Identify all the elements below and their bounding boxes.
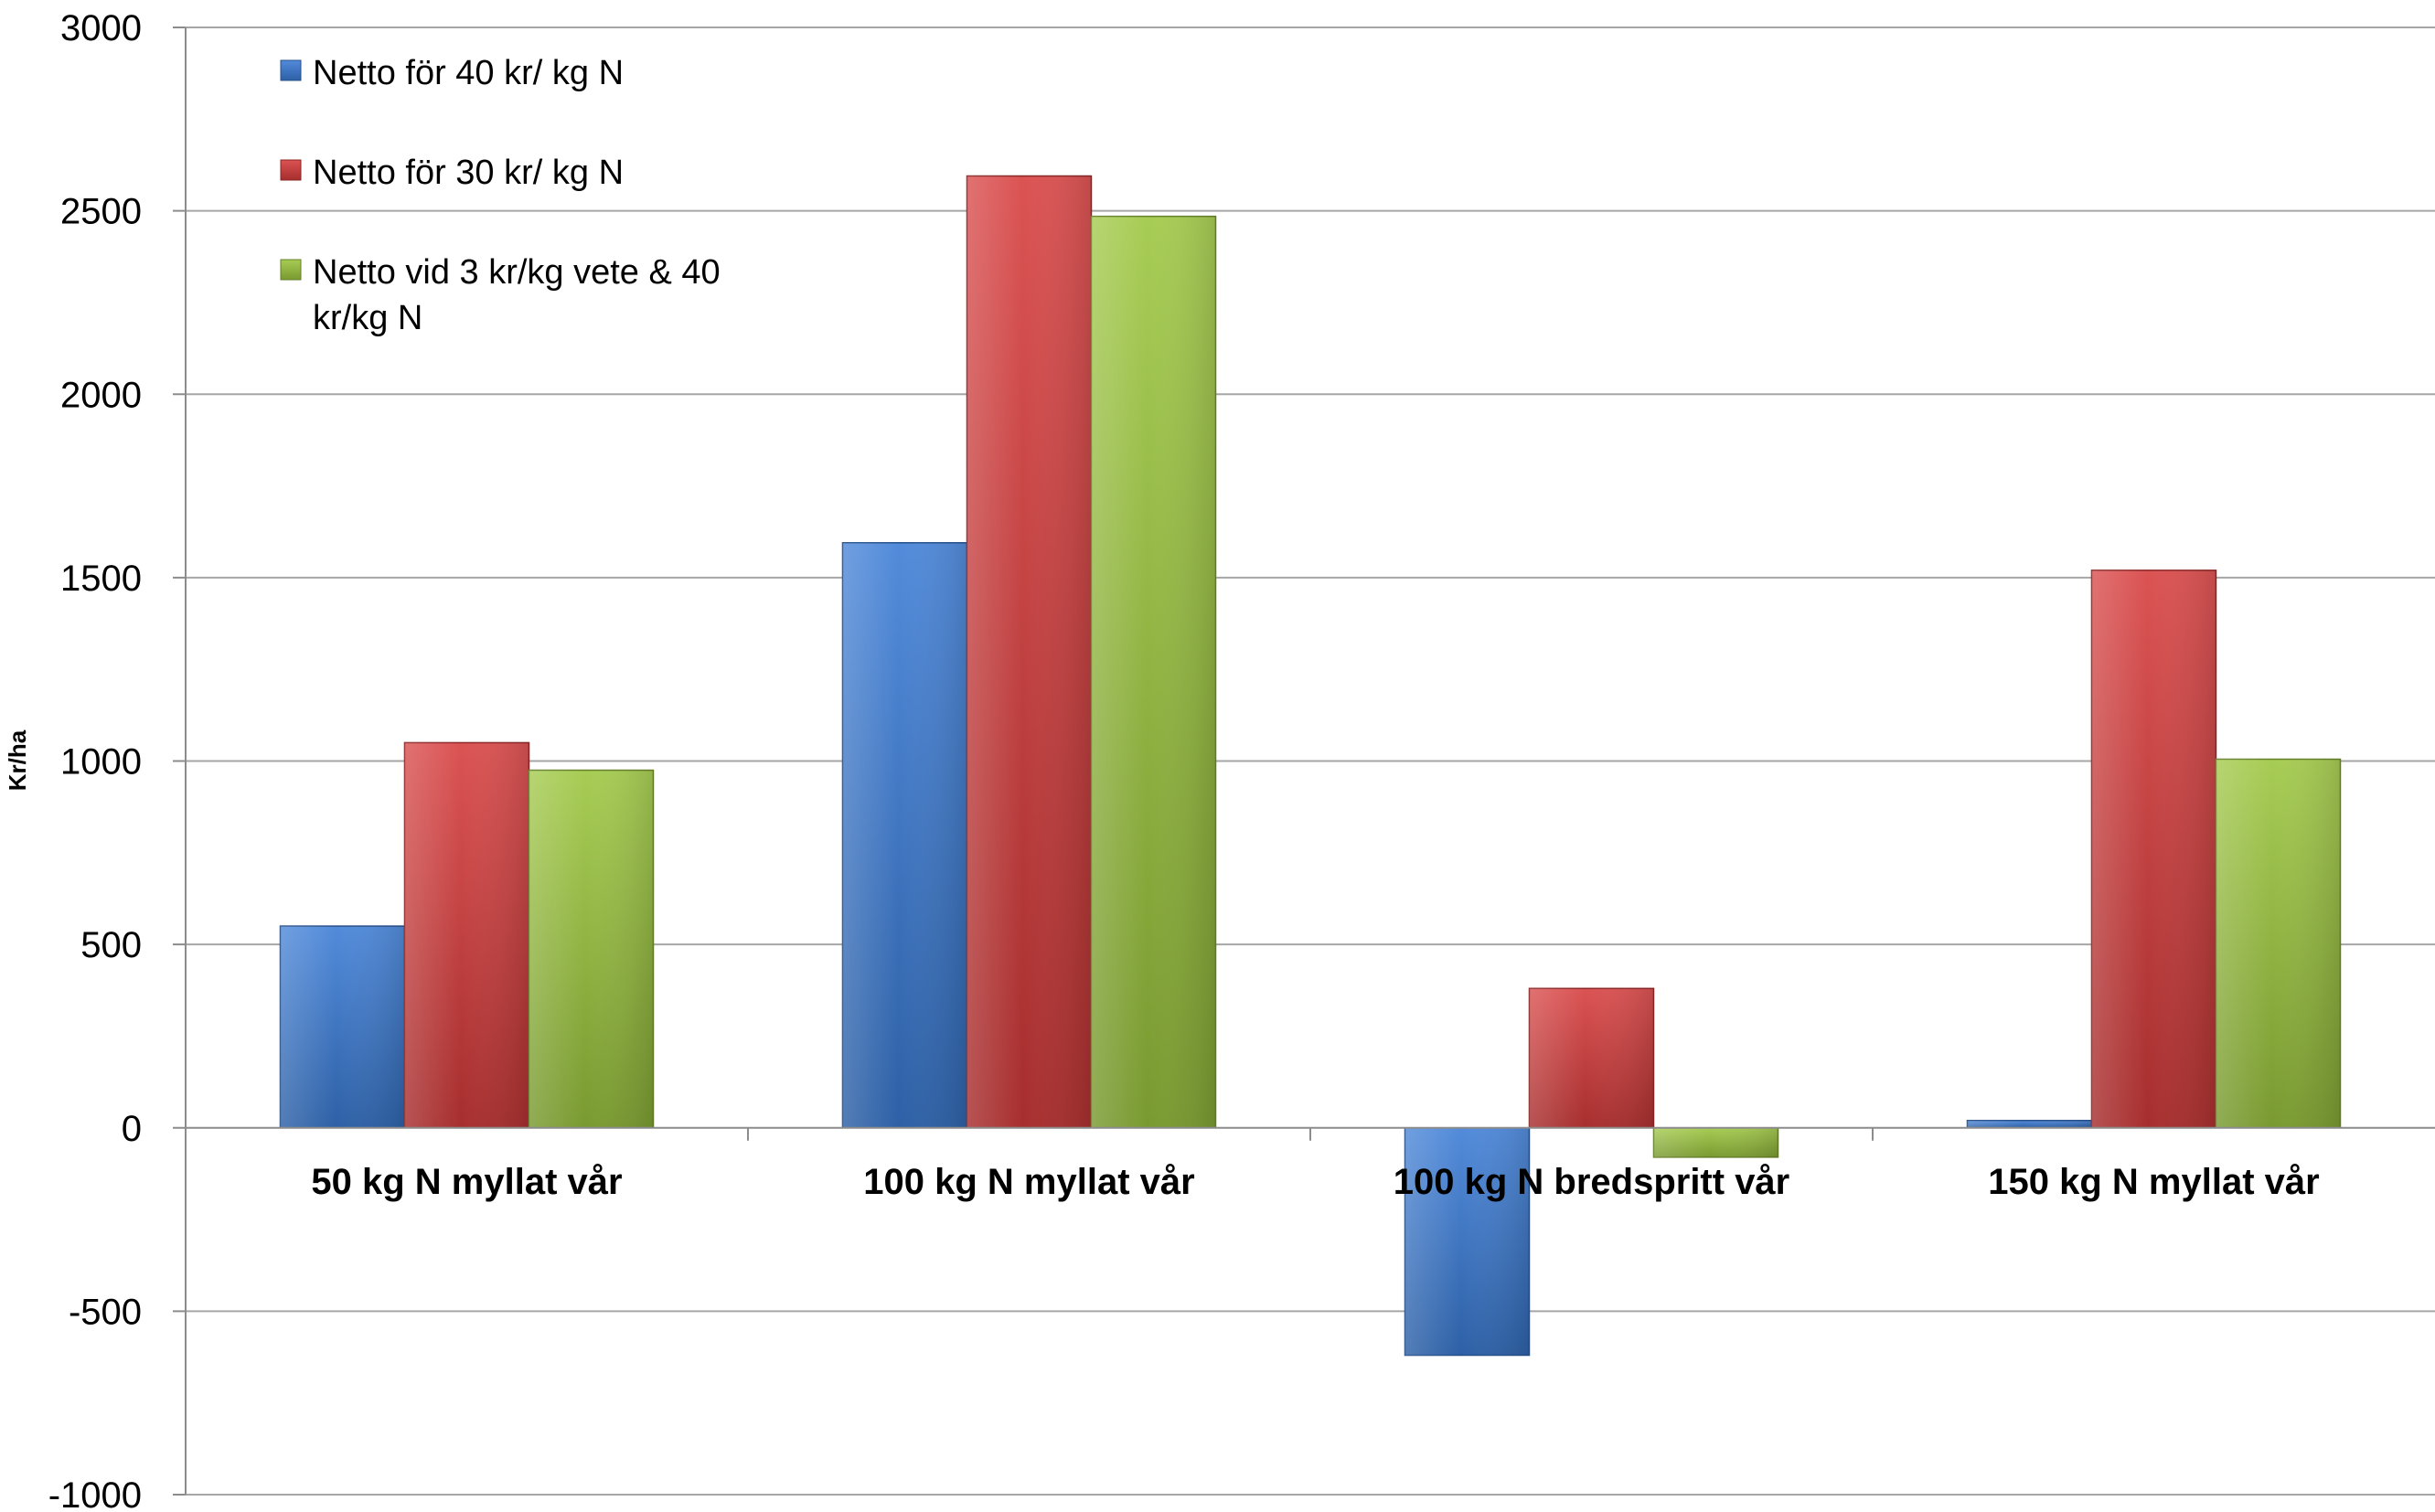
legend-label: Netto vid 3 kr/kg vete & 40 [313, 253, 721, 292]
bar-highlight [2216, 759, 2341, 1128]
bar-highlight [1404, 1127, 1530, 1356]
y-axis-title: Kr/ha [4, 729, 31, 791]
y-tick-label: 1500 [60, 559, 142, 599]
y-tick-label: 500 [80, 925, 142, 965]
axes [185, 27, 2435, 1495]
category-label: 100 kg N myllat vår [863, 1162, 1194, 1202]
y-tick-label: 3000 [60, 8, 142, 48]
y-tick-label: 1000 [60, 742, 142, 783]
y-tick-label: -1000 [48, 1475, 142, 1512]
legend-swatch [280, 59, 302, 81]
bar-highlight [529, 770, 654, 1128]
y-tick-label: -500 [69, 1292, 142, 1332]
legend-swatch [280, 259, 302, 281]
category-label: 150 kg N myllat vår [1988, 1162, 2319, 1202]
category-label: 100 kg N bredspritt vår [1394, 1162, 1790, 1202]
legend-swatch [280, 159, 302, 181]
bar-highlight [1653, 1127, 1778, 1157]
category-labels: 50 kg N myllat vår 100 kg N myllat vår 100… [311, 1162, 2319, 1202]
bars [279, 175, 2342, 1357]
bar-highlight [1967, 1120, 2092, 1128]
legend-label: kr/kg N [313, 299, 422, 337]
legend-label: Netto för 40 kr/ kg N [313, 54, 624, 92]
category-label: 50 kg N myllat vår [311, 1162, 622, 1202]
legend: Netto för 40 kr/ kg N Netto för 30 kr/ kg… [280, 54, 721, 337]
legend-label: Netto för 30 kr/ kg N [313, 154, 624, 192]
y-tick-labels: 3000 2500 2000 1500 1000 500 0 -500 -1000 [48, 8, 142, 1512]
bar-highlight [1529, 988, 1654, 1128]
bar-highlight [2091, 570, 2216, 1128]
bar-highlight [1091, 216, 1216, 1128]
bar-highlight [842, 542, 967, 1128]
y-tick-label: 2500 [60, 192, 142, 232]
y-tick-label: 2000 [60, 375, 142, 415]
bar-highlight [967, 176, 1092, 1128]
bar-highlight [404, 742, 529, 1128]
y-tick-label: 0 [122, 1109, 142, 1149]
bar-highlight [280, 926, 405, 1128]
